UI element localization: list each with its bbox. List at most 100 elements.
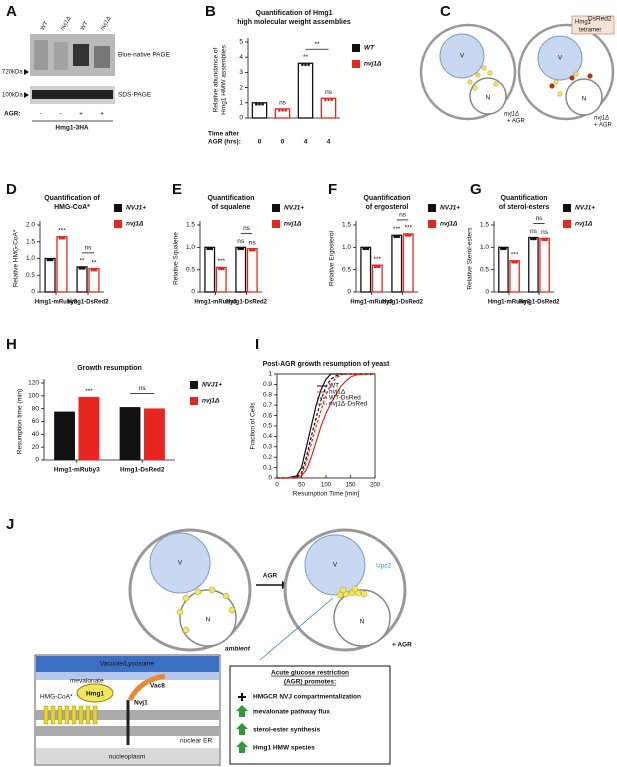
y-tick-label: 3 — [239, 69, 243, 76]
hmg1-domain — [76, 683, 114, 703]
agr-label: AGR: — [4, 111, 21, 118]
inset-label: HMG-CoA* — [40, 694, 73, 701]
data-dot — [60, 236, 64, 240]
data-dot — [406, 234, 410, 237]
y-tick-label: 1.5 — [342, 222, 351, 229]
inset-label: nuclear ER — [180, 738, 212, 745]
panel-letter: H — [6, 336, 17, 353]
callout-superscript: DsRed2 — [588, 16, 612, 23]
significance: ns — [541, 229, 549, 236]
y-tick-label: 0 — [191, 289, 195, 296]
data-dot — [255, 103, 258, 106]
y-axis-label: Hmg1 HMW assemblies — [221, 44, 228, 114]
chart-title: HMG-CoA* — [54, 204, 90, 211]
data-dot — [278, 109, 281, 112]
box-title: Acute glucose restriction — [271, 670, 349, 677]
hmg1-helices — [43, 705, 98, 725]
strain: nvj1Δ — [504, 112, 519, 118]
bar — [539, 237, 550, 293]
data-dot — [534, 237, 537, 241]
significance: ns — [139, 385, 147, 392]
nucleus-label: N — [360, 619, 365, 626]
x-tick-label: Hmg1-mRuby3 — [54, 467, 100, 474]
lane-label: nvj1Δ — [60, 16, 73, 32]
y-axis-label: Resumption time (min) — [17, 389, 24, 454]
data-dot — [541, 238, 544, 242]
x-axis-label: Time after — [208, 131, 239, 138]
legend-swatch — [190, 381, 198, 389]
legend-label: NVJ1+ — [575, 205, 595, 212]
legend-swatch — [272, 204, 280, 212]
y-tick-label: 0.2 — [263, 454, 272, 461]
y-tick-label: 1.5 — [480, 222, 489, 229]
bar — [274, 108, 291, 119]
significance: ** — [314, 41, 320, 48]
data-dot — [50, 258, 54, 262]
significance: *** — [373, 256, 381, 263]
line — [277, 373, 375, 479]
bar — [76, 266, 88, 293]
data-dot — [248, 248, 252, 252]
y-tick-label: 100 — [28, 393, 39, 400]
y-axis-label: Fraction of Cells — [250, 402, 257, 450]
y-tick-label: 0.5 — [26, 272, 35, 279]
bar — [44, 257, 56, 293]
data-dot — [515, 260, 518, 264]
x-tick-label: Hmg1-DsRed2 — [382, 300, 424, 306]
agr-sign: + — [100, 111, 104, 118]
legend-swatch — [114, 220, 122, 228]
chart-title: of sterol-esters — [499, 204, 550, 211]
x-tick-label: 0 — [275, 483, 279, 489]
plot-frame — [276, 373, 376, 479]
nucleus-label: N — [206, 617, 211, 624]
y-tick-label: 0.5 — [480, 266, 489, 273]
y-axis-label: Relative Sterol-esters — [467, 227, 474, 290]
chart-title: of ergosterol — [366, 204, 409, 211]
bar — [320, 97, 337, 119]
condition: ambient — [225, 646, 251, 653]
legend-label: NVJ1+ — [126, 205, 146, 212]
vacuole-label: V — [178, 560, 183, 567]
nucleus-label: N — [582, 96, 587, 103]
x-tick-label: 100 — [321, 483, 332, 489]
vacuole-label: V — [333, 562, 338, 569]
legend-label: nvj1Δ-DsRed — [329, 401, 368, 408]
plus-icon — [238, 693, 246, 701]
blot: WT nvj1Δ WT nvj1Δ Blue-native PAGE SDS-P… — [2, 16, 171, 132]
legend-swatch — [190, 397, 198, 405]
chart-title: Growth resumption — [77, 365, 142, 372]
chart-title: Quantification — [363, 195, 410, 202]
data-dot — [502, 247, 505, 251]
legend-label: NVJ1+ — [440, 205, 460, 212]
legend-label: nvj1Δ — [364, 61, 382, 68]
significance: ns — [536, 215, 544, 222]
band — [94, 46, 110, 68]
y-tick-label: 1.0 — [186, 244, 195, 251]
legend-swatch — [352, 60, 360, 68]
data-dot — [304, 63, 307, 67]
hmg1-dots — [176, 586, 236, 634]
box-item: Hmg1 HMW species — [253, 745, 315, 752]
bar — [402, 233, 414, 293]
y-tick-label: 60 — [32, 418, 40, 425]
condition: + AGR — [392, 642, 412, 649]
callout — [571, 15, 615, 35]
vacuole — [149, 532, 211, 594]
bar — [119, 407, 141, 461]
legend-label: nvj1Δ — [575, 221, 593, 228]
bar — [246, 248, 258, 293]
nucleus — [333, 589, 391, 647]
vacuole — [537, 35, 583, 81]
y-tick-label: 2.0 — [26, 222, 35, 229]
bar — [235, 246, 247, 293]
x-tick-label: 4 — [304, 139, 308, 146]
panel-letter: B — [205, 3, 216, 20]
panel-letter: A — [6, 3, 17, 20]
legend-label: nvj1Δ — [440, 221, 458, 228]
nucleus — [179, 589, 237, 647]
bar — [297, 62, 314, 119]
data-dot — [237, 247, 240, 251]
lane-label: WT — [80, 20, 90, 31]
gel-label: Blue-native PAGE — [118, 52, 171, 59]
condition: + AGR — [507, 119, 526, 125]
